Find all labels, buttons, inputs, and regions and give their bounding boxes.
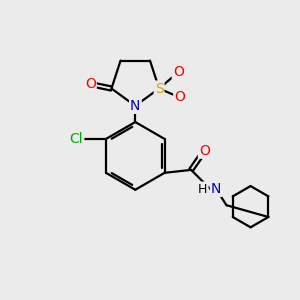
Text: N: N [130, 99, 140, 113]
Text: O: O [174, 90, 185, 104]
Text: Cl: Cl [70, 132, 83, 146]
Text: N: N [211, 182, 221, 196]
Text: H: H [198, 182, 208, 196]
Text: S: S [155, 82, 164, 95]
Text: O: O [173, 65, 184, 79]
Text: O: O [199, 144, 210, 158]
Text: N: N [130, 99, 140, 113]
Text: O: O [85, 77, 96, 91]
